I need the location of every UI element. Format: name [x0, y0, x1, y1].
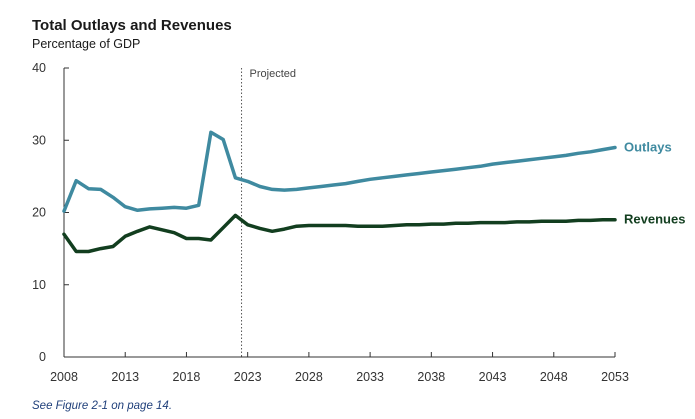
series-line-outlays — [62, 130, 617, 213]
x-tick-label: 2038 — [417, 370, 445, 384]
x-tick-label: 2028 — [295, 370, 323, 384]
x-tick-label: 2033 — [356, 370, 384, 384]
series-label-revenues: Revenues — [624, 212, 685, 227]
y-tick-label: 30 — [32, 133, 46, 147]
projection-marker: Projected — [241, 68, 296, 357]
x-tick-label: 2048 — [540, 370, 568, 384]
y-axis-ticks: 0 10 20 30 40 — [32, 61, 69, 364]
chart-title: Total Outlays and Revenues — [32, 17, 232, 34]
series-labels: Outlays Revenues — [624, 139, 685, 226]
y-tick-label: 20 — [32, 206, 46, 220]
x-tick-label: 2023 — [234, 370, 262, 384]
chart-axes — [63, 68, 615, 358]
x-tick-label: 2043 — [479, 370, 507, 384]
x-tick-label: 2053 — [601, 370, 629, 384]
y-tick-label: 10 — [32, 278, 46, 292]
series-label-outlays: Outlays — [624, 139, 672, 154]
chart-subtitle: Percentage of GDP — [32, 37, 141, 51]
x-tick-label: 2008 — [50, 370, 78, 384]
y-tick-label: 0 — [39, 350, 46, 364]
footnote: See Figure 2-1 on page 14. — [32, 400, 173, 412]
series-line-revenues — [62, 213, 617, 254]
x-axis-ticks: 2008 2013 2018 2023 2028 2033 2038 2043 2048 2053 — [50, 352, 629, 384]
x-tick-label: 2018 — [173, 370, 201, 384]
series-lines — [62, 130, 617, 254]
projection-label: Projected — [250, 68, 296, 80]
y-tick-label: 40 — [32, 61, 46, 75]
x-tick-label: 2013 — [111, 370, 139, 384]
